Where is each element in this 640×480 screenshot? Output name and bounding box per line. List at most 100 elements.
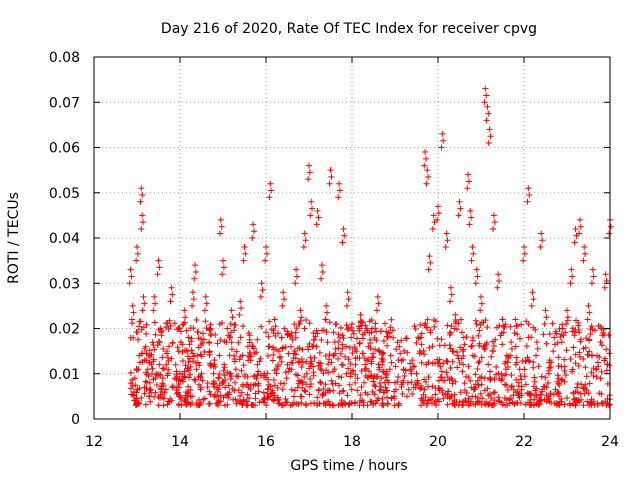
data-point <box>266 343 273 350</box>
data-point <box>531 392 538 399</box>
data-point <box>336 382 343 389</box>
data-point <box>264 370 271 377</box>
data-point <box>592 327 599 334</box>
data-point <box>133 257 140 264</box>
data-point <box>317 360 324 367</box>
data-point <box>264 352 271 359</box>
data-point <box>346 344 353 351</box>
data-point <box>502 402 509 409</box>
data-point <box>459 368 466 375</box>
data-point <box>567 280 574 287</box>
data-point <box>577 338 584 345</box>
data-point <box>325 356 332 363</box>
data-point <box>281 296 288 303</box>
data-point <box>384 377 391 384</box>
data-point <box>435 203 441 210</box>
data-point <box>413 370 420 377</box>
data-point <box>429 383 436 390</box>
data-point <box>443 230 450 237</box>
data-point <box>131 375 138 382</box>
data-point <box>452 311 459 318</box>
data-point <box>458 329 465 336</box>
data-point <box>285 368 292 375</box>
data-point <box>570 344 577 351</box>
data-point <box>225 332 232 339</box>
data-point <box>215 375 222 382</box>
data-point <box>347 360 354 367</box>
data-point <box>325 361 332 368</box>
data-point <box>354 387 361 394</box>
data-point <box>228 339 235 346</box>
data-point <box>139 192 146 199</box>
data-point <box>385 401 392 408</box>
data-point <box>594 352 601 359</box>
data-point <box>195 359 202 366</box>
data-point <box>599 400 606 407</box>
data-point <box>164 354 171 361</box>
data-point <box>485 139 492 146</box>
data-point <box>163 320 170 327</box>
data-point <box>279 344 286 351</box>
data-point <box>516 366 523 373</box>
data-point <box>135 366 142 373</box>
data-point <box>523 343 530 350</box>
data-point <box>222 384 229 391</box>
data-point <box>508 382 515 389</box>
data-point <box>130 309 137 316</box>
data-point <box>343 343 350 350</box>
data-point <box>307 212 314 219</box>
data-point <box>417 385 424 392</box>
data-point <box>379 361 386 368</box>
data-point <box>461 341 468 348</box>
data-point <box>335 373 342 380</box>
data-point <box>491 342 498 349</box>
data-point <box>198 370 205 377</box>
data-point <box>433 401 440 408</box>
data-point <box>416 348 423 355</box>
data-point <box>438 368 445 375</box>
data-point <box>449 358 456 365</box>
data-point <box>490 225 497 232</box>
data-point <box>529 289 536 296</box>
data-point <box>253 349 260 356</box>
data-point <box>526 192 533 199</box>
data-point <box>343 302 350 309</box>
data-point <box>428 400 435 407</box>
data-point <box>495 271 502 278</box>
data-point <box>181 307 188 314</box>
data-point <box>543 314 550 321</box>
data-point <box>586 309 593 316</box>
data-point <box>603 346 610 353</box>
data-point <box>322 352 329 359</box>
data-point <box>542 374 549 381</box>
data-point <box>180 320 187 327</box>
data-point <box>133 329 140 336</box>
data-point <box>399 379 406 386</box>
data-point <box>465 363 472 370</box>
data-point <box>301 373 308 380</box>
data-point <box>427 259 434 266</box>
data-point <box>289 359 296 366</box>
data-point <box>368 358 375 365</box>
data-point <box>308 381 315 388</box>
data-point <box>147 398 154 405</box>
data-point <box>307 375 314 382</box>
data-point <box>549 320 556 327</box>
data-point <box>399 391 406 398</box>
data-point <box>141 357 148 364</box>
data-point <box>301 230 308 237</box>
data-point <box>465 171 472 178</box>
data-point <box>165 398 172 405</box>
data-point <box>167 298 174 305</box>
data-point <box>459 348 466 355</box>
data-point <box>518 392 525 399</box>
data-point <box>372 383 379 390</box>
data-point <box>170 383 177 390</box>
data-point <box>149 339 156 346</box>
data-point <box>166 317 173 324</box>
data-point <box>448 329 454 336</box>
data-point <box>530 296 537 303</box>
data-point <box>469 352 476 359</box>
data-point <box>186 341 193 348</box>
data-point <box>227 370 234 377</box>
